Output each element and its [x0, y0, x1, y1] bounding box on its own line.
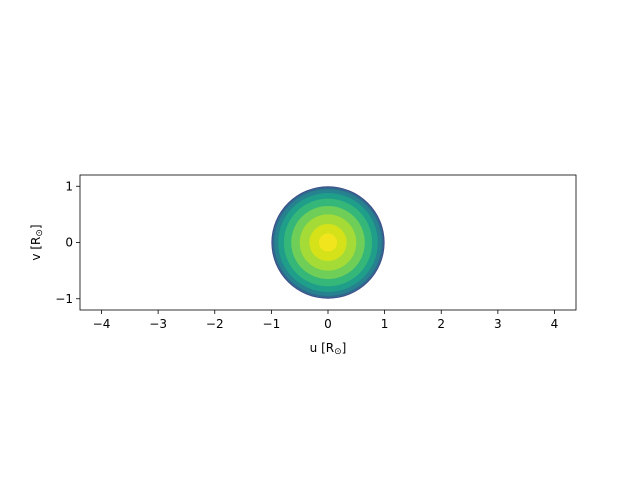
- x-axis-label: u [R⊙]: [310, 341, 347, 357]
- x-axis: −4 −3 −2 −1 0 1 2 3 4: [93, 310, 559, 331]
- x-tick-label: 2: [437, 317, 445, 331]
- y-axis-label-main: v [R: [29, 237, 43, 261]
- x-tick-label: −2: [206, 317, 224, 331]
- x-tick-label: 0: [324, 317, 332, 331]
- stellar-disk: [271, 186, 385, 299]
- x-tick-label: 3: [494, 317, 502, 331]
- x-axis-label-main: u [R: [310, 341, 334, 355]
- disk-contour-level-8: [318, 233, 338, 252]
- y-axis: −1 0 1: [55, 179, 80, 306]
- y-tick-label: −1: [55, 292, 73, 306]
- x-tick-label: −3: [149, 317, 167, 331]
- x-tick-label: 1: [381, 317, 389, 331]
- y-axis-label-sub: ⊙: [35, 229, 45, 237]
- y-axis-label: v [R⊙]: [29, 224, 45, 260]
- x-axis-label-end: ]: [342, 341, 347, 355]
- y-tick-label: 1: [65, 179, 73, 193]
- x-tick-label: 4: [551, 317, 559, 331]
- x-tick-label: −1: [263, 317, 281, 331]
- y-tick-label: 0: [65, 236, 73, 250]
- y-axis-label-end: ]: [29, 224, 43, 229]
- x-axis-label-sub: ⊙: [334, 347, 342, 357]
- x-tick-label: −4: [93, 317, 111, 331]
